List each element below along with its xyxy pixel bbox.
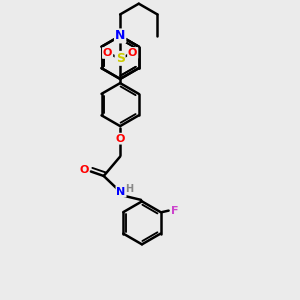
Text: F: F (171, 206, 178, 216)
Text: S: S (116, 52, 124, 65)
Text: H: H (125, 184, 134, 194)
Text: N: N (116, 187, 126, 196)
Text: N: N (115, 29, 125, 42)
Text: O: O (79, 165, 88, 175)
Text: O: O (128, 48, 137, 58)
Text: O: O (116, 134, 125, 144)
Text: O: O (103, 48, 112, 58)
